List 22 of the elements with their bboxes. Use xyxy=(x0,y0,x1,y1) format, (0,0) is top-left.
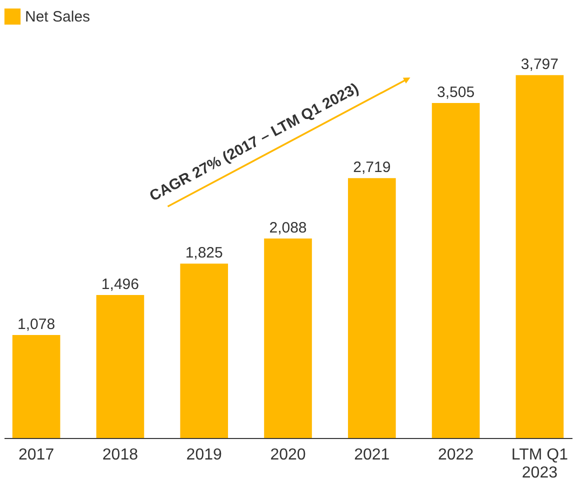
legend-label: Net Sales xyxy=(25,8,90,26)
data-label: 1,496 xyxy=(101,276,139,294)
data-label: 1,825 xyxy=(185,244,223,262)
data-label: 3,505 xyxy=(437,84,475,102)
bar xyxy=(180,264,228,438)
bar xyxy=(432,103,480,438)
data-label: 2,719 xyxy=(353,159,391,176)
bar xyxy=(264,238,312,438)
bar xyxy=(12,334,60,438)
x-tick-label: LTM Q1 2023 xyxy=(511,446,568,482)
data-label: 3,797 xyxy=(520,56,558,74)
data-label: 2,088 xyxy=(269,219,307,236)
x-tick-label: 2017 xyxy=(18,446,54,464)
x-tick-label: 2022 xyxy=(438,446,474,464)
bar xyxy=(516,75,564,438)
x-tick-label: 2018 xyxy=(102,446,138,464)
bar xyxy=(96,295,144,438)
data-label: 1,078 xyxy=(18,316,56,333)
bar xyxy=(348,178,396,438)
x-tick-label: 2021 xyxy=(354,446,390,464)
x-tick-label: 2019 xyxy=(186,446,222,464)
x-tick-label: 2020 xyxy=(270,446,306,464)
